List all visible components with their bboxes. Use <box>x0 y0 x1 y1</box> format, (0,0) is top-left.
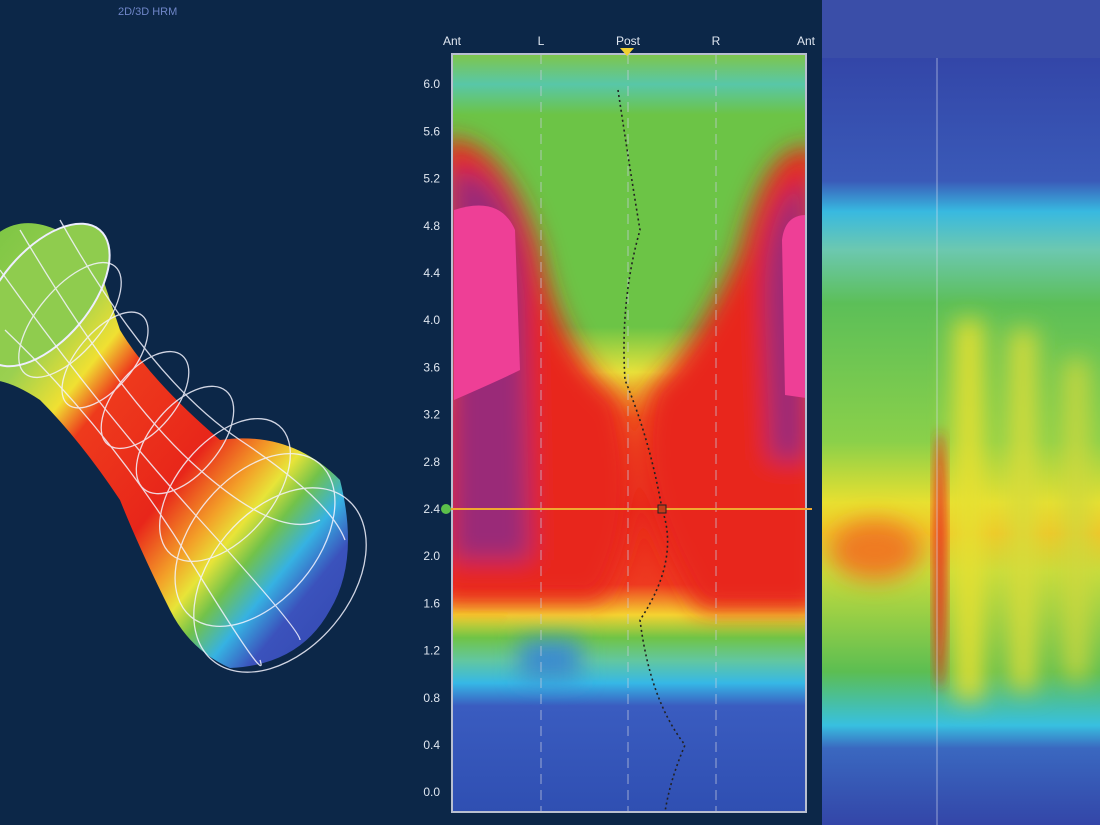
y-label: 2.8 <box>423 455 440 469</box>
right-heatmap <box>822 58 1100 825</box>
cursor-handle <box>441 504 451 514</box>
top-label: Ant <box>443 34 462 48</box>
y-label: 6.0 <box>423 77 440 91</box>
y-label: 2.0 <box>423 549 440 563</box>
y-label: 0.0 <box>423 785 440 799</box>
y-label: 1.2 <box>423 644 440 658</box>
right-header <box>822 0 1100 58</box>
right-hot-streak <box>934 430 946 690</box>
top-label: R <box>712 34 721 48</box>
heat-right <box>641 147 806 610</box>
top-label: Ant <box>797 34 816 48</box>
y-labels: 6.0 5.6 5.2 4.8 4.4 4.0 3.6 3.2 2.8 2.4 2.0 1.6 1.2 0… <box>423 77 440 799</box>
top-marker <box>620 48 634 56</box>
y-label: 4.8 <box>423 219 440 233</box>
right-hot-left <box>830 520 920 580</box>
app-title: 2D/3D HRM <box>118 6 177 18</box>
y-label: 3.6 <box>423 360 440 374</box>
cursor-marker <box>657 504 667 514</box>
sensor-lines <box>540 54 717 812</box>
y-label: 2.4 <box>423 502 440 516</box>
top-label: L <box>538 34 545 48</box>
streak <box>1010 330 1036 690</box>
y-label: 5.6 <box>423 124 440 138</box>
heat-blue-patch <box>520 640 580 680</box>
y-label: 1.6 <box>423 596 440 610</box>
tube-3d <box>0 219 367 673</box>
tube-mesh <box>0 219 367 673</box>
center-frame <box>451 53 807 813</box>
high-pressure-left <box>454 205 520 400</box>
streak <box>1065 360 1087 680</box>
y-label: 0.4 <box>423 738 440 752</box>
center-heatmap <box>452 54 806 812</box>
top-label: Post <box>616 34 641 48</box>
y-label: 4.4 <box>423 266 440 280</box>
top-labels: Ant L Post R Ant <box>443 34 816 48</box>
y-label: 5.2 <box>423 172 440 186</box>
high-pressure-right <box>782 215 806 398</box>
streak <box>955 320 983 700</box>
y-label: 4.0 <box>423 313 440 327</box>
y-label: 3.2 <box>423 408 440 422</box>
y-label: 0.8 <box>423 691 440 705</box>
center-trace <box>617 89 686 812</box>
